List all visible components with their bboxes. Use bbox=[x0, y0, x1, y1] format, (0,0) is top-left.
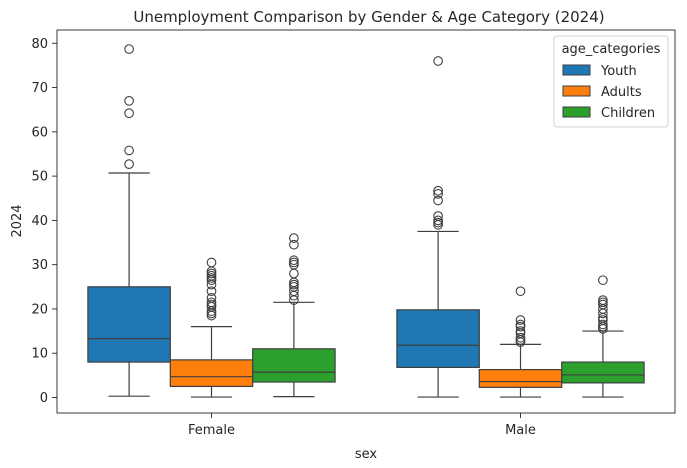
plot-area bbox=[56, 29, 676, 414]
legend-title: age_categories bbox=[562, 42, 661, 57]
x-axis: Female Male bbox=[188, 413, 536, 438]
legend-item-adults: Adults bbox=[562, 85, 642, 100]
outlier-point bbox=[433, 211, 443, 221]
legend-swatch bbox=[562, 106, 591, 118]
y-tick-label: 80 bbox=[31, 37, 48, 52]
legend-item-youth: Youth bbox=[562, 64, 637, 79]
outlier-point bbox=[433, 188, 443, 199]
box-adults-male bbox=[478, 286, 563, 398]
plot-frame bbox=[56, 29, 676, 414]
box-iqr bbox=[252, 348, 336, 383]
y-axis: 0 10 20 30 40 50 60 70 80 bbox=[31, 37, 57, 406]
outlier-point bbox=[289, 257, 299, 268]
box-iqr bbox=[169, 359, 254, 388]
outlier-point bbox=[515, 286, 526, 297]
box-youth-male bbox=[396, 56, 480, 398]
x-axis-label: sex bbox=[355, 447, 378, 462]
legend-swatch bbox=[562, 64, 591, 76]
y-tick-label: 50 bbox=[31, 170, 48, 185]
outlier-point bbox=[289, 255, 299, 266]
box-youth-female bbox=[87, 44, 171, 397]
outlier-point bbox=[433, 215, 443, 226]
legend-item-children: Children bbox=[562, 106, 655, 121]
legend-frame bbox=[553, 35, 669, 128]
x-tick-label: Male bbox=[505, 423, 536, 438]
box-iqr bbox=[478, 369, 563, 388]
y-axis-label: 2024 bbox=[10, 204, 25, 237]
y-tick-label: 0 bbox=[40, 391, 48, 406]
box-iqr bbox=[396, 309, 480, 368]
box-iqr bbox=[87, 286, 171, 363]
box-iqr bbox=[561, 361, 645, 384]
y-tick-label: 20 bbox=[31, 302, 48, 317]
outlier-point bbox=[515, 332, 526, 343]
box-children-male bbox=[561, 275, 645, 398]
outlier-point bbox=[124, 44, 134, 54]
legend-swatch bbox=[562, 85, 591, 97]
outlier-point bbox=[124, 95, 134, 106]
outlier-point bbox=[598, 275, 608, 286]
x-tick-label: Female bbox=[188, 423, 235, 438]
outlier-point bbox=[124, 108, 134, 119]
outlier-point bbox=[289, 279, 299, 290]
legend-label: Adults bbox=[601, 85, 642, 100]
box-children-female bbox=[252, 233, 336, 398]
outlier-point bbox=[206, 293, 217, 303]
outlier-point bbox=[289, 268, 299, 279]
y-tick-label: 70 bbox=[31, 81, 48, 96]
outlier-point bbox=[206, 286, 217, 297]
legend-label: Children bbox=[601, 106, 655, 121]
outlier-point bbox=[289, 233, 299, 243]
outlier-point bbox=[598, 295, 608, 305]
outlier-point bbox=[515, 319, 526, 330]
y-tick-label: 60 bbox=[31, 125, 48, 140]
outlier-point bbox=[433, 185, 443, 196]
outlier-point bbox=[515, 315, 526, 325]
legend: age_categories Youth Adults Children bbox=[553, 35, 669, 128]
box-adults-female bbox=[169, 257, 254, 398]
legend-label: Youth bbox=[600, 64, 637, 79]
outlier-point bbox=[433, 56, 443, 66]
outlier-point bbox=[289, 239, 299, 250]
outlier-point bbox=[206, 297, 217, 308]
chart-title: Unemployment Comparison by Gender & Age … bbox=[133, 8, 604, 26]
outlier-point bbox=[515, 326, 526, 336]
outlier-point bbox=[598, 297, 608, 308]
outlier-point bbox=[206, 257, 217, 268]
outlier-point bbox=[433, 195, 443, 206]
y-tick-label: 30 bbox=[31, 258, 48, 273]
outlier-point bbox=[124, 159, 134, 170]
outlier-point bbox=[124, 145, 134, 156]
y-tick-label: 10 bbox=[31, 347, 48, 362]
outlier-point bbox=[598, 319, 608, 330]
y-tick-label: 40 bbox=[31, 214, 48, 229]
